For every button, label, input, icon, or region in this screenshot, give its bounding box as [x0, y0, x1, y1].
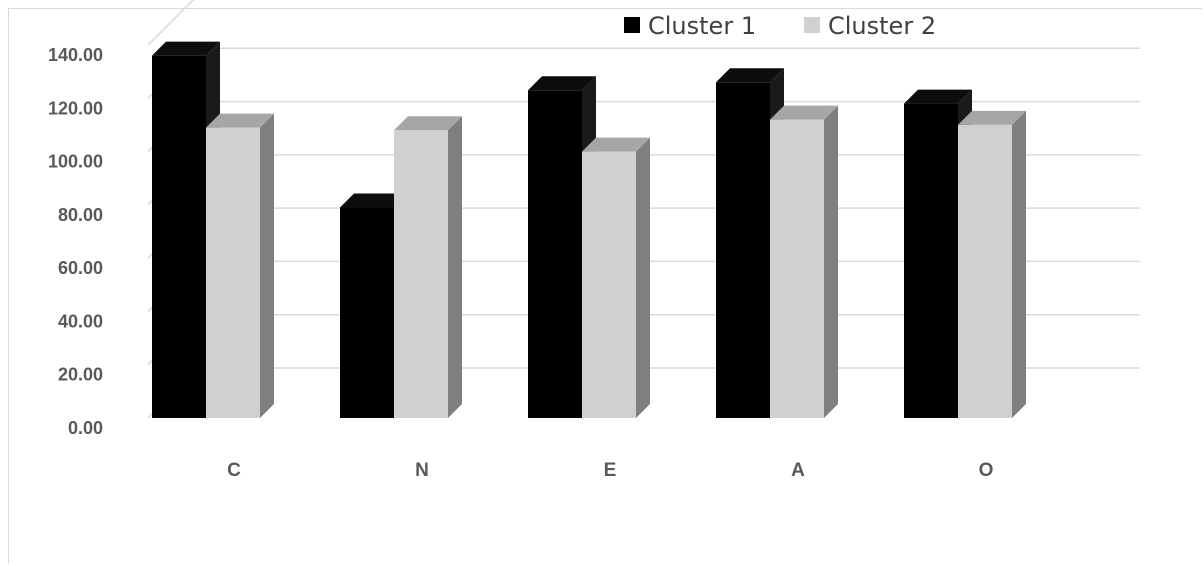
bar-top [716, 68, 784, 83]
y-tick-label: 100.00 [48, 152, 103, 172]
bar-top [206, 113, 274, 128]
y-tick-label: 140.00 [48, 45, 103, 65]
bar-cluster-1-a [716, 82, 770, 419]
bar-side [448, 116, 462, 418]
legend-swatch [624, 17, 640, 33]
bar-top [152, 41, 220, 56]
y-tick-label: 80.00 [58, 205, 103, 225]
legend-label: Cluster 1 [648, 12, 756, 40]
bar-top [582, 137, 650, 152]
bar-cluster-2-c [206, 127, 260, 418]
y-tick-label: 0.00 [68, 418, 103, 438]
bar-cluster-2-a [770, 119, 824, 418]
bar-top [958, 110, 1026, 125]
bar-cluster-2-n [394, 130, 448, 418]
bar-top [770, 105, 838, 120]
y-tick-label: 60.00 [58, 258, 103, 278]
x-tick-label: N [415, 460, 429, 481]
bar-cluster-2-e [582, 151, 636, 419]
chart-frame [8, 8, 1202, 564]
y-tick-label: 20.00 [58, 365, 103, 385]
bar-top [528, 76, 596, 91]
y-tick-label: 40.00 [58, 311, 103, 331]
bar-cluster-1-n [340, 207, 394, 418]
x-tick-label: A [791, 460, 805, 481]
gridline-depth [147, 0, 195, 46]
bar-side [260, 113, 274, 418]
bar-top [904, 89, 972, 104]
y-tick-label: 120.00 [48, 98, 103, 118]
bar-cluster-1-o [904, 103, 958, 418]
bar-side [824, 105, 838, 418]
bar-top [394, 116, 462, 131]
legend-label: Cluster 2 [828, 12, 936, 40]
x-tick-label: O [979, 460, 994, 481]
x-tick-label: C [227, 460, 241, 481]
bar-cluster-1-e [528, 90, 582, 419]
legend-swatch [804, 17, 820, 33]
bar-side [636, 137, 650, 419]
bar-top [340, 193, 408, 208]
bar-side [1012, 110, 1026, 418]
bar-cluster-1-c [152, 55, 206, 419]
bar-cluster-2-o [958, 124, 1012, 418]
x-tick-label: E [604, 460, 617, 481]
